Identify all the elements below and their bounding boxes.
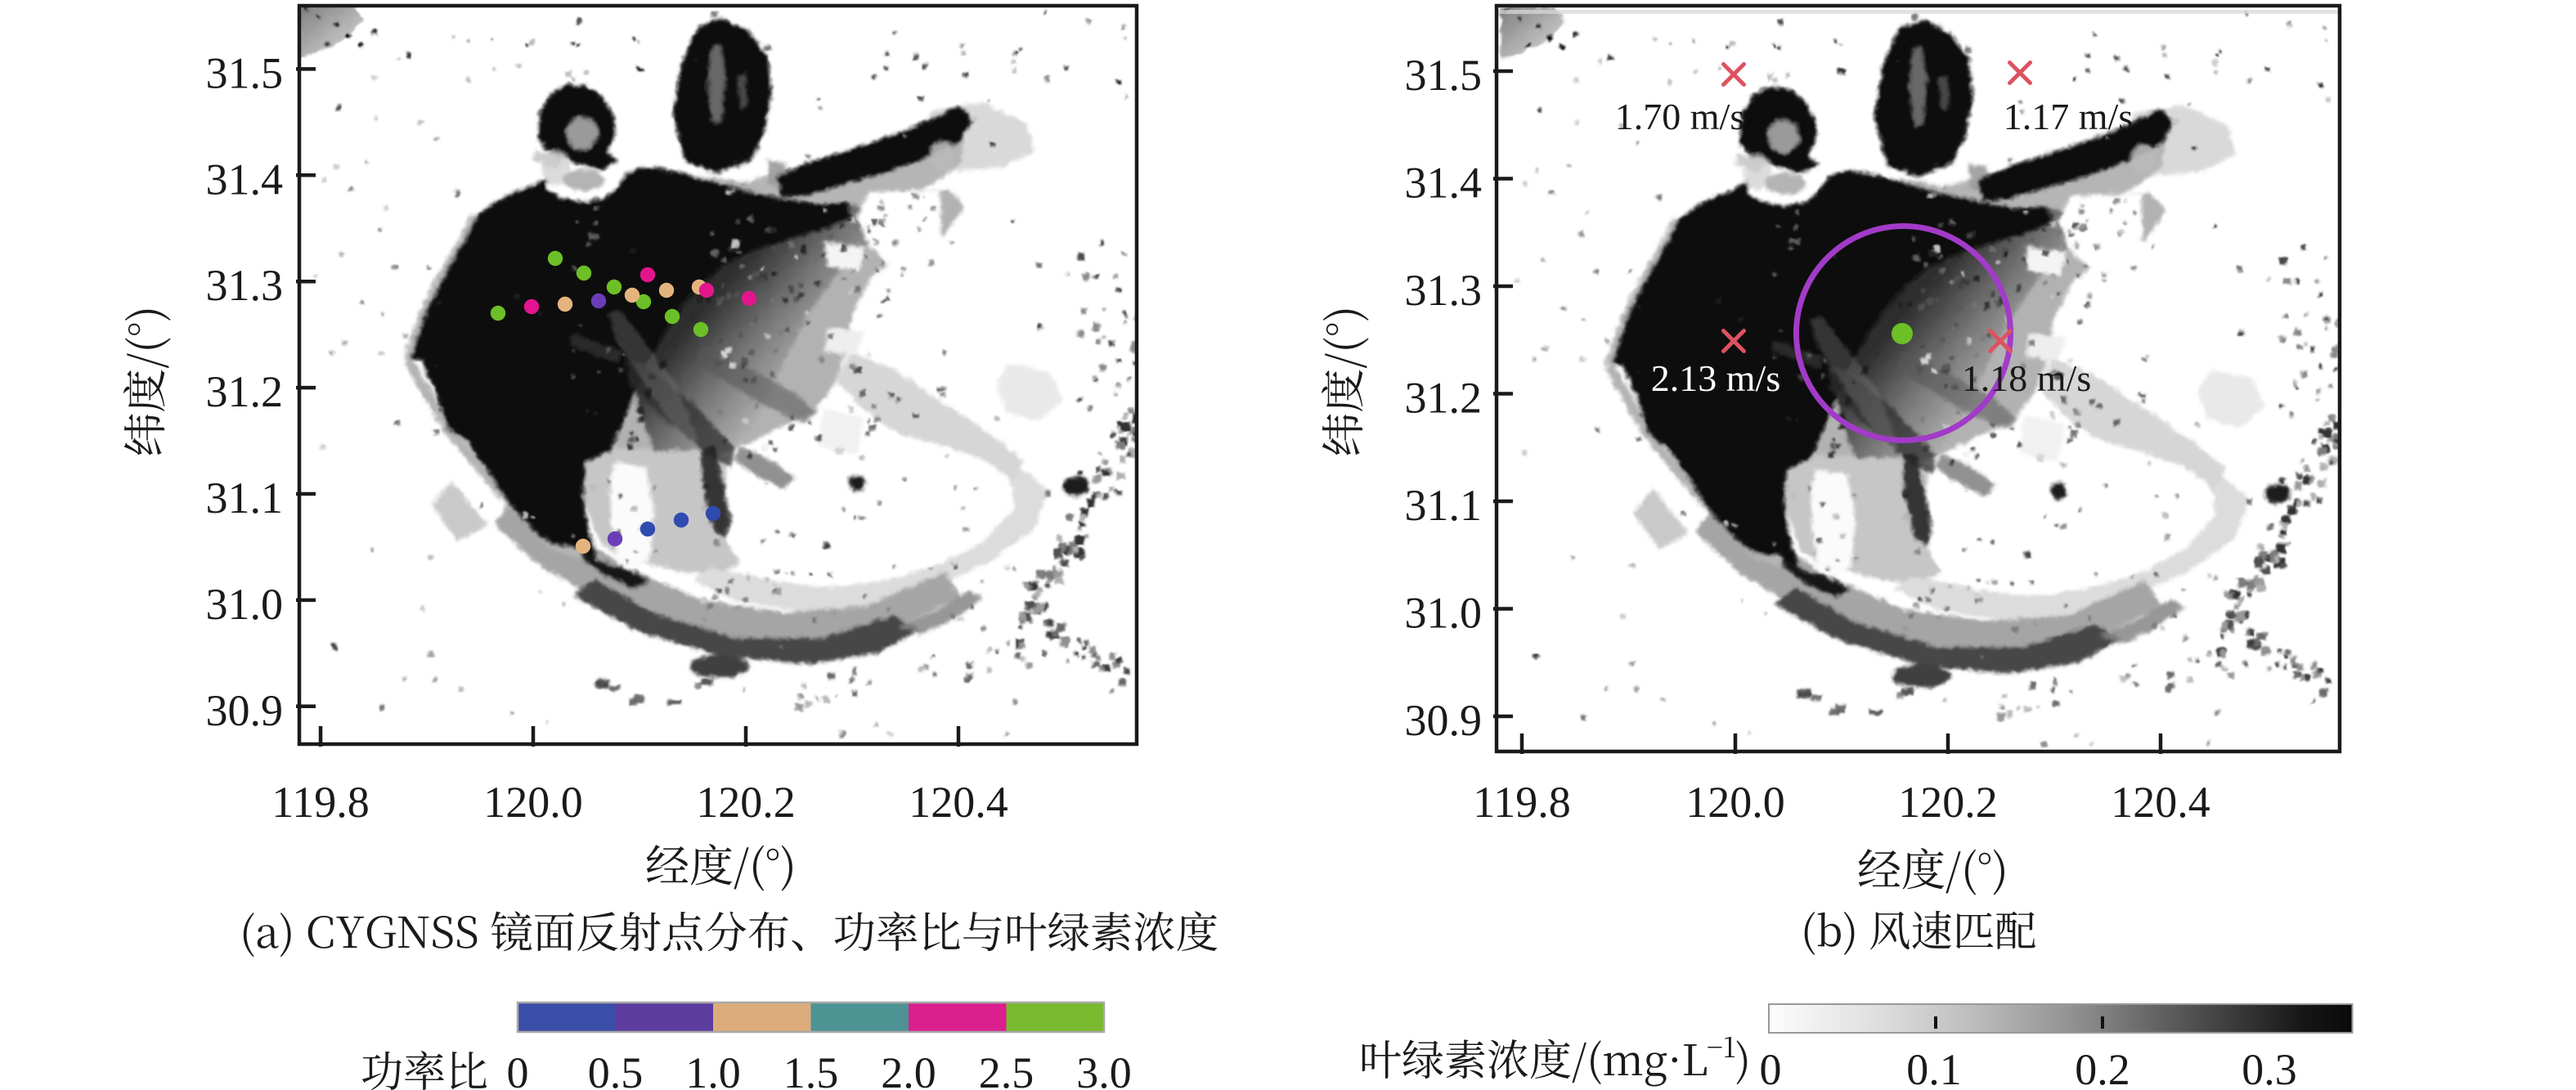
svg-text:0.1: 0.1: [1906, 1045, 1962, 1090]
svg-text:2.0: 2.0: [881, 1048, 936, 1090]
svg-text:31.5: 31.5: [1405, 51, 1483, 100]
svg-text:1.17 m/s: 1.17 m/s: [2004, 96, 2133, 137]
svg-text:31.3: 31.3: [1405, 266, 1483, 315]
svg-text:31.3: 31.3: [206, 261, 284, 310]
svg-text:120.0: 120.0: [1685, 778, 1785, 827]
svg-text:31.4: 31.4: [206, 155, 284, 204]
svg-text:120.4: 120.4: [2111, 778, 2210, 827]
svg-text:120.0: 120.0: [483, 778, 583, 827]
svg-text:120.2: 120.2: [1898, 778, 1998, 827]
svg-text:31.4: 31.4: [1405, 159, 1483, 208]
svg-text:31.2: 31.2: [1405, 374, 1483, 423]
svg-text:120.4: 120.4: [909, 778, 1008, 827]
svg-text:0: 0: [1760, 1045, 1782, 1090]
svg-text:31.1: 31.1: [206, 473, 284, 523]
svg-text:0.2: 0.2: [2075, 1045, 2130, 1090]
svg-text:31.2: 31.2: [206, 367, 284, 416]
svg-text:1.70 m/s: 1.70 m/s: [1615, 96, 1744, 137]
svg-text:30.9: 30.9: [1405, 696, 1483, 745]
svg-text:0.5: 0.5: [588, 1048, 644, 1090]
svg-text:1.5: 1.5: [783, 1048, 839, 1090]
svg-text:31.1: 31.1: [1405, 481, 1483, 530]
svg-text:1.0: 1.0: [685, 1048, 741, 1090]
svg-text:2.13 m/s: 2.13 m/s: [1651, 357, 1780, 399]
svg-text:31.0: 31.0: [206, 580, 284, 629]
svg-text:119.8: 119.8: [272, 778, 370, 827]
svg-text:31.5: 31.5: [206, 48, 284, 97]
svg-text:120.2: 120.2: [696, 778, 796, 827]
svg-text:0: 0: [507, 1048, 529, 1090]
svg-text:1.18 m/s: 1.18 m/s: [1962, 357, 2091, 399]
svg-text:30.9: 30.9: [206, 686, 284, 735]
svg-text:3.0: 3.0: [1076, 1048, 1132, 1090]
svg-text:0.3: 0.3: [2242, 1045, 2297, 1090]
svg-text:119.8: 119.8: [1473, 778, 1571, 827]
svg-text:2.5: 2.5: [979, 1048, 1034, 1090]
svg-text:31.0: 31.0: [1405, 589, 1483, 638]
